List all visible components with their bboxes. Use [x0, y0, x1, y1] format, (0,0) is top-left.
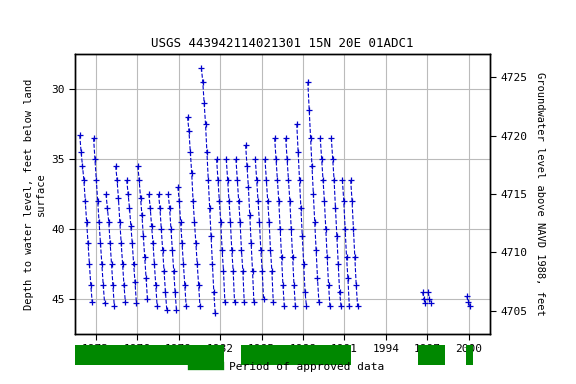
- Bar: [418, 345, 445, 365]
- Bar: [241, 345, 347, 365]
- Bar: [466, 345, 473, 365]
- Y-axis label: Groundwater level above NAVD 1988, feet: Groundwater level above NAVD 1988, feet: [535, 72, 545, 316]
- Y-axis label: Depth to water level, feet below land
surface: Depth to water level, feet below land su…: [24, 78, 46, 310]
- Title: USGS 443942114021301 15N 20E 01ADC1: USGS 443942114021301 15N 20E 01ADC1: [151, 37, 414, 50]
- Legend: Period of approved data: Period of approved data: [188, 358, 388, 377]
- Bar: [75, 345, 224, 365]
- Bar: [344, 345, 351, 365]
